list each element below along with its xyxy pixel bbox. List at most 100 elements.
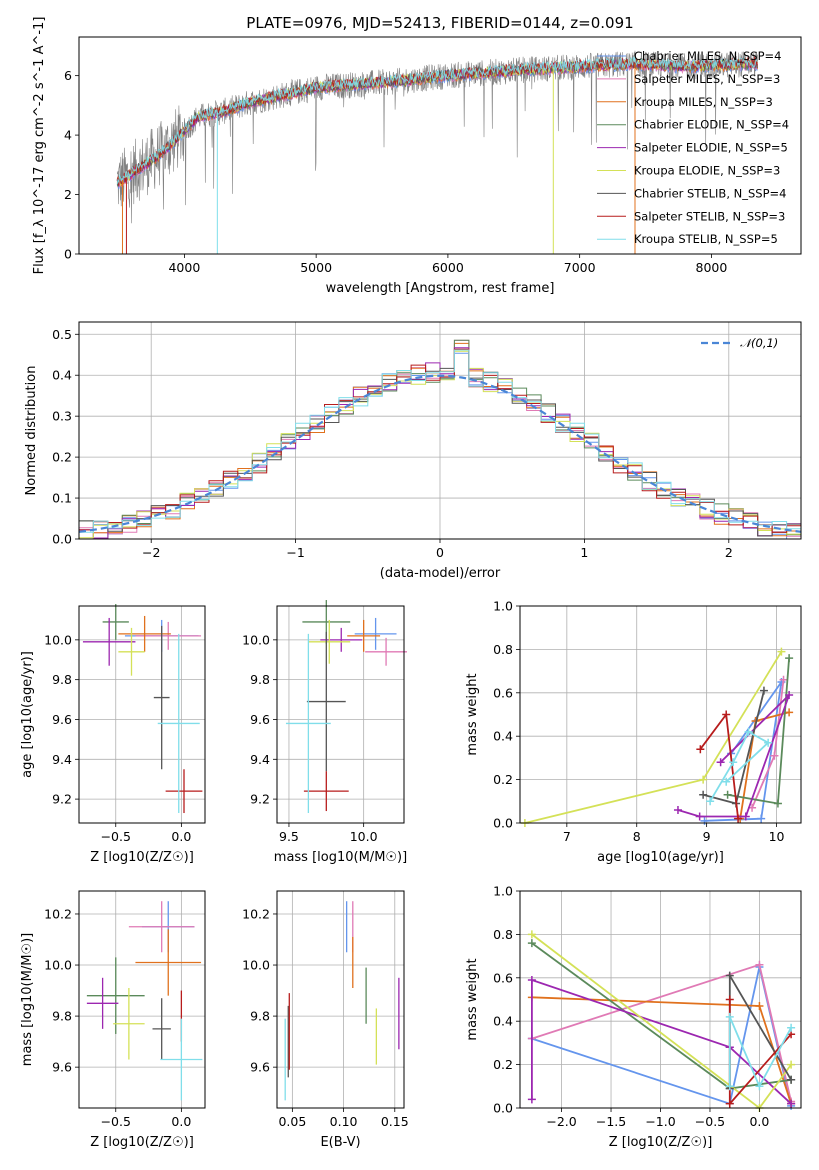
weight-marker xyxy=(527,1095,536,1104)
panel-weight-vs-Z: −2.0 −1.5 −1.0 −0.5 0.0 0.0 0.2 0.4 0.6 0.8 1.0 Z [… xyxy=(465,884,802,1150)
weight-marker xyxy=(700,816,709,825)
y-tick-label: 9.8 xyxy=(250,1009,270,1024)
weight-marker xyxy=(527,939,536,948)
x-axis-label: E(B-V) xyxy=(320,1135,360,1150)
weight-marker xyxy=(755,1002,764,1011)
y-tick-label: 0.2 xyxy=(52,450,72,465)
weight-marker xyxy=(673,805,682,814)
weight-marker xyxy=(725,1012,734,1021)
normal-curve xyxy=(78,374,802,533)
panel-age-vs-Z: −0.5 0.0 9.2 9.4 9.6 9.8 10.0 Z [log10(Z/Z☉)] ag… xyxy=(20,604,206,865)
axes-frame xyxy=(276,605,405,824)
x-tick-label: 0.05 xyxy=(278,1114,306,1129)
y-tick-label: 0.1 xyxy=(52,491,72,506)
y-tick-label: 0.8 xyxy=(493,642,513,657)
weight-marker xyxy=(787,1099,796,1108)
plot-area-age-vs-mass xyxy=(285,600,407,814)
y-tick-label: 9.4 xyxy=(52,752,72,767)
weight-marker xyxy=(729,758,738,767)
observed-spectrum xyxy=(116,50,758,224)
y-axis-label: mass weight xyxy=(465,958,480,1040)
y-tick-label: 9.4 xyxy=(250,752,270,767)
weight-marker xyxy=(734,814,743,823)
x-tick-label: 8 xyxy=(633,829,641,844)
x-tick-label: 4000 xyxy=(168,260,200,275)
legend-label: Chabrier ELODIE, N_SSP=4 xyxy=(634,118,789,132)
legend-label: Salpeter MILES, N_SSP=3 xyxy=(634,72,780,86)
y-tick-label: 0.4 xyxy=(493,729,513,744)
x-axis-label: Z [log10(Z/Z☉)] xyxy=(609,1135,713,1150)
y-axis-label: mass weight xyxy=(465,673,480,755)
y-tick-label: 10.0 xyxy=(44,632,72,647)
weight-marker xyxy=(777,647,786,656)
x-tick-label: 0 xyxy=(436,545,444,560)
weight-marker xyxy=(695,812,704,821)
x-axis-label: Z [log10(Z/Z☉)] xyxy=(90,1135,194,1150)
plot-area-residuals xyxy=(78,339,802,540)
y-tick-label: 1.0 xyxy=(493,884,513,899)
weight-marker xyxy=(785,690,794,699)
x-tick-label: 9.5 xyxy=(279,829,299,844)
y-tick-label: 2 xyxy=(64,187,72,202)
x-tick-label: 10 xyxy=(769,829,785,844)
weight-marker xyxy=(757,814,766,823)
y-tick-label: 0.4 xyxy=(52,368,72,383)
legend-label: Salpeter ELODIE, N_SSP=5 xyxy=(634,141,788,155)
x-tick-label: 2 xyxy=(725,545,733,560)
figure-title: PLATE=0976, MJD=52413, FIBERID=0144, z=0… xyxy=(246,14,633,32)
weight-marker xyxy=(722,710,731,719)
weight-marker xyxy=(725,971,734,980)
y-tick-label: 10.2 xyxy=(44,906,72,921)
x-axis-label: Z [log10(Z/Z☉)] xyxy=(90,850,194,865)
y-tick-label: 0.4 xyxy=(493,1014,513,1029)
x-tick-label: 9 xyxy=(703,829,711,844)
y-tick-label: 4 xyxy=(64,128,72,143)
y-tick-label: 10.0 xyxy=(242,632,270,647)
weight-marker xyxy=(770,751,779,760)
y-tick-label: 9.8 xyxy=(52,1009,72,1024)
panel-weight-vs-age: 7 8 9 10 0.0 0.2 0.4 0.6 0.8 1.0 age [log10(age/yr… xyxy=(465,599,802,865)
weight-marker xyxy=(696,745,705,754)
y-tick-label: 9.2 xyxy=(52,792,72,807)
weight-marker xyxy=(741,812,750,821)
weight-marker xyxy=(699,775,708,784)
panel-mass-vs-Z: −0.5 0.0 9.6 9.8 10.0 10.2 Z [log10(Z/Z☉)] mass… xyxy=(20,890,206,1150)
plot-area-spectrum xyxy=(116,50,758,254)
weight-marker xyxy=(755,1082,764,1091)
x-axis-label: wavelength [Angstrom, rest frame] xyxy=(326,281,555,296)
weight-marker xyxy=(787,1075,796,1084)
x-tick-label: −1 xyxy=(286,545,304,560)
plot-area-mass-vs-Z xyxy=(86,901,203,1101)
weight-marker xyxy=(764,738,773,747)
x-tick-label: 0.10 xyxy=(330,1114,358,1129)
weight-marker xyxy=(527,975,536,984)
x-tick-label: 0.0 xyxy=(171,829,191,844)
y-axis-label: Normed distribution xyxy=(24,366,39,496)
weight-marker xyxy=(785,654,794,663)
x-tick-label: 6000 xyxy=(432,260,464,275)
x-tick-label: 0.15 xyxy=(381,1114,409,1129)
y-tick-label: 0.0 xyxy=(493,816,513,831)
x-axis-label: age [log10(age/yr)] xyxy=(597,850,724,865)
weight-marker xyxy=(723,790,732,799)
x-tick-label: 0.0 xyxy=(171,1114,191,1129)
y-axis-label: age [log10(age/yr)] xyxy=(20,651,35,778)
weight-marker xyxy=(755,960,764,969)
axes-frame xyxy=(78,605,206,824)
x-tick-label: 7 xyxy=(563,829,571,844)
y-tick-label: 1.0 xyxy=(493,599,513,614)
weight-line xyxy=(728,972,792,1089)
y-tick-label: 10.0 xyxy=(44,958,72,973)
plot-area-weight-vs-age xyxy=(520,647,794,827)
y-tick-label: 9.6 xyxy=(52,712,72,727)
y-tick-label: 9.8 xyxy=(52,672,72,687)
weight-marker xyxy=(716,758,725,767)
y-tick-label: 6 xyxy=(64,68,72,83)
y-axis-label: mass [log10(M/M☉)] xyxy=(20,933,35,1066)
y-tick-label: 0.2 xyxy=(493,1057,513,1072)
y-tick-label: 9.6 xyxy=(52,1060,72,1075)
weight-marker xyxy=(779,675,788,684)
y-tick-label: 0.6 xyxy=(493,685,513,700)
x-tick-label: 10.0 xyxy=(350,829,378,844)
plot-area-mass-vs-ebv xyxy=(284,901,400,1101)
